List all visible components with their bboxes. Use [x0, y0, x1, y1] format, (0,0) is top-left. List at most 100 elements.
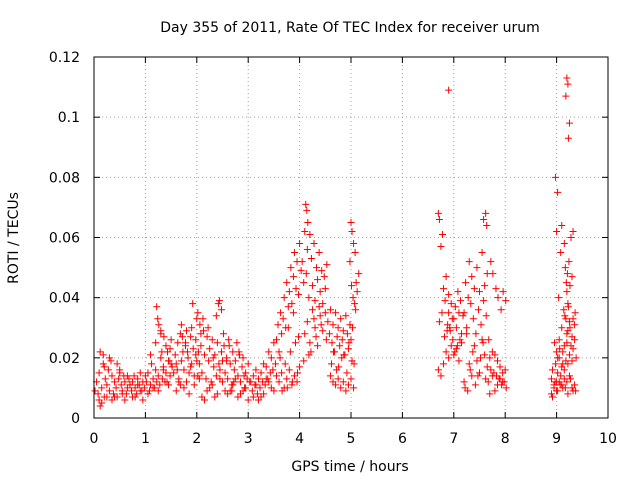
data-point: [162, 342, 170, 350]
data-point: [139, 396, 147, 404]
data-point: [502, 297, 510, 305]
data-point: [351, 300, 359, 308]
data-point: [290, 372, 298, 380]
y-tick-label: 0.04: [49, 291, 80, 307]
data-point: [192, 336, 200, 344]
data-point: [165, 381, 173, 389]
data-point: [249, 393, 257, 401]
data-point: [476, 288, 483, 296]
data-point: [96, 348, 104, 356]
data-point: [301, 227, 309, 235]
data-point: [304, 218, 312, 226]
data-point: [437, 243, 445, 251]
data-point: [440, 285, 448, 293]
x-tick-label: 8: [501, 431, 510, 447]
data-point: [450, 351, 458, 359]
data-point: [447, 300, 455, 308]
data-point: [173, 366, 181, 374]
data-point: [555, 336, 563, 344]
data-point: [314, 276, 322, 284]
data-point: [565, 119, 573, 127]
data-point: [167, 336, 175, 344]
data-point: [565, 258, 573, 266]
x-axis-label: GPS time / hours: [291, 459, 408, 475]
data-point: [233, 339, 241, 347]
data-point: [180, 366, 188, 374]
data-point: [283, 375, 291, 383]
data-point: [236, 390, 244, 398]
data-point: [215, 360, 223, 368]
data-point: [560, 366, 568, 374]
data-point: [226, 360, 234, 368]
data-point: [201, 396, 209, 404]
data-point: [300, 279, 308, 287]
data-point: [290, 249, 298, 257]
data-point: [547, 375, 555, 383]
data-point: [347, 218, 355, 226]
data-point: [195, 360, 203, 368]
data-point: [472, 330, 480, 338]
data-point: [154, 315, 162, 323]
data-point: [108, 396, 116, 404]
data-point: [330, 348, 338, 356]
data-point: [456, 297, 464, 305]
data-point: [554, 387, 562, 395]
data-point: [311, 324, 319, 332]
data-point: [326, 306, 334, 314]
data-point: [110, 390, 118, 398]
data-point: [568, 357, 576, 365]
data-point: [272, 372, 280, 380]
data-point: [561, 264, 569, 272]
y-tick-label: 0.02: [49, 351, 80, 367]
data-point: [216, 366, 224, 374]
data-point: [101, 375, 109, 383]
data-point: [329, 321, 337, 329]
data-point: [202, 375, 210, 383]
data-point: [350, 360, 358, 368]
data-point: [105, 354, 113, 362]
data-point: [319, 327, 327, 335]
data-point: [465, 258, 473, 266]
data-point: [189, 345, 197, 353]
data-point: [199, 315, 207, 323]
data-point: [558, 324, 566, 332]
data-point: [337, 315, 345, 323]
x-tick-label: 10: [599, 431, 617, 447]
data-point: [158, 348, 166, 356]
data-point: [464, 294, 472, 302]
data-point: [303, 206, 311, 214]
data-point: [140, 384, 148, 392]
data-point: [350, 384, 358, 392]
data-point: [225, 336, 233, 344]
data-point: [175, 378, 183, 386]
data-point: [564, 300, 572, 308]
data-point: [194, 309, 202, 317]
data-point: [476, 369, 483, 377]
data-point: [564, 303, 572, 311]
data-point: [280, 294, 288, 302]
data-point: [289, 309, 297, 317]
data-point: [300, 357, 308, 365]
data-point: [492, 285, 500, 293]
x-tick-label: 1: [141, 431, 150, 447]
data-point: [488, 372, 496, 380]
data-point: [267, 384, 275, 392]
data-point: [327, 360, 335, 368]
data-point: [466, 366, 474, 374]
data-point: [445, 309, 453, 317]
data-point: [564, 390, 572, 398]
data-point: [552, 360, 560, 368]
data-point: [323, 261, 331, 269]
data-point: [491, 351, 499, 359]
data-point: [212, 372, 220, 380]
data-point: [499, 378, 507, 386]
data-point: [184, 348, 192, 356]
data-point: [306, 339, 314, 347]
data-point: [467, 300, 475, 308]
data-point: [563, 288, 571, 296]
data-point: [238, 363, 246, 371]
data-point: [275, 378, 283, 386]
data-point: [247, 378, 255, 386]
data-point: [482, 312, 490, 320]
